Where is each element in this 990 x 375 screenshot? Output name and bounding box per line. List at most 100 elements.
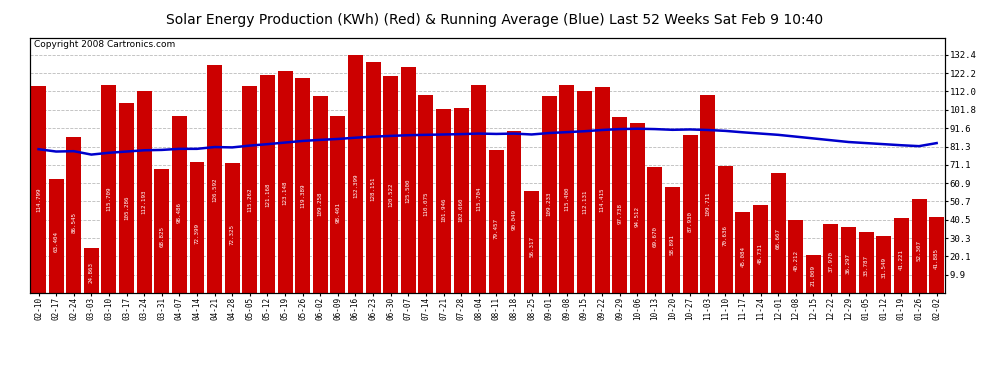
- Bar: [331, 116, 346, 292]
- Bar: [49, 178, 63, 292]
- Text: 66.667: 66.667: [775, 228, 781, 249]
- Text: Copyright 2008 Cartronics.com: Copyright 2008 Cartronics.com: [35, 40, 175, 49]
- Text: 52.307: 52.307: [917, 240, 922, 261]
- Text: 123.148: 123.148: [282, 181, 287, 205]
- Bar: [665, 187, 680, 292]
- Bar: [612, 117, 627, 292]
- Text: 41.885: 41.885: [935, 248, 940, 269]
- Text: 45.084: 45.084: [741, 246, 745, 267]
- Bar: [858, 232, 874, 292]
- Bar: [313, 96, 328, 292]
- Bar: [718, 166, 733, 292]
- Text: 132.399: 132.399: [353, 173, 358, 198]
- Text: 31.549: 31.549: [881, 256, 886, 278]
- Bar: [101, 85, 117, 292]
- Bar: [419, 95, 434, 292]
- Bar: [788, 220, 803, 292]
- Bar: [770, 173, 786, 292]
- Text: 72.325: 72.325: [230, 224, 235, 245]
- Text: 86.545: 86.545: [71, 212, 76, 233]
- Bar: [401, 67, 416, 292]
- Text: 109.258: 109.258: [318, 192, 323, 216]
- Bar: [137, 91, 151, 292]
- Text: 98.401: 98.401: [336, 202, 341, 223]
- Text: 94.512: 94.512: [635, 206, 640, 226]
- Bar: [507, 131, 522, 292]
- Text: 36.297: 36.297: [846, 253, 851, 274]
- Text: 98.486: 98.486: [177, 202, 182, 223]
- Bar: [295, 78, 310, 292]
- Text: 63.404: 63.404: [53, 231, 58, 252]
- Bar: [647, 167, 662, 292]
- Text: 112.131: 112.131: [582, 190, 587, 214]
- Bar: [383, 76, 398, 292]
- Bar: [365, 62, 380, 292]
- Text: 128.151: 128.151: [370, 177, 375, 201]
- Bar: [243, 86, 257, 292]
- Text: 115.704: 115.704: [476, 187, 481, 211]
- Text: 121.168: 121.168: [265, 182, 270, 207]
- Text: 58.891: 58.891: [670, 234, 675, 255]
- Bar: [806, 255, 821, 292]
- Text: 105.286: 105.286: [124, 195, 129, 220]
- Bar: [119, 104, 134, 292]
- Text: 102.660: 102.660: [458, 197, 463, 222]
- Text: 101.946: 101.946: [442, 198, 446, 222]
- Bar: [348, 55, 363, 292]
- Bar: [489, 150, 504, 292]
- Text: 115.709: 115.709: [107, 187, 112, 211]
- Text: 68.825: 68.825: [159, 226, 164, 248]
- Bar: [559, 85, 574, 292]
- Bar: [471, 85, 486, 292]
- Text: 21.009: 21.009: [811, 265, 816, 286]
- Bar: [912, 199, 927, 292]
- Text: Solar Energy Production (KWh) (Red) & Running Average (Blue) Last 52 Weeks Sat F: Solar Energy Production (KWh) (Red) & Ru…: [166, 13, 824, 27]
- Bar: [436, 110, 451, 292]
- Bar: [84, 248, 99, 292]
- Bar: [66, 137, 81, 292]
- Text: 33.787: 33.787: [863, 255, 868, 276]
- Text: 126.592: 126.592: [212, 178, 217, 203]
- Bar: [876, 236, 891, 292]
- Bar: [225, 163, 240, 292]
- Bar: [260, 75, 275, 292]
- Bar: [842, 227, 856, 292]
- Bar: [453, 108, 468, 292]
- Text: 69.670: 69.670: [652, 226, 657, 247]
- Text: 56.317: 56.317: [529, 237, 534, 258]
- Text: 115.262: 115.262: [248, 187, 252, 211]
- Bar: [154, 169, 169, 292]
- Bar: [753, 205, 768, 292]
- Text: 125.500: 125.500: [406, 179, 411, 203]
- Text: 79.457: 79.457: [494, 218, 499, 239]
- Bar: [630, 123, 644, 292]
- Text: 37.970: 37.970: [829, 251, 834, 272]
- Text: 87.930: 87.930: [688, 211, 693, 232]
- Text: 97.738: 97.738: [617, 203, 622, 224]
- Bar: [824, 224, 839, 292]
- Text: 114.415: 114.415: [600, 188, 605, 212]
- Text: 41.221: 41.221: [899, 249, 904, 270]
- Bar: [277, 71, 292, 292]
- Bar: [577, 91, 592, 292]
- Text: 114.799: 114.799: [36, 188, 41, 212]
- Text: 48.731: 48.731: [758, 243, 763, 264]
- Bar: [700, 96, 715, 292]
- Text: 70.636: 70.636: [723, 225, 728, 246]
- Bar: [31, 86, 46, 292]
- Bar: [172, 116, 187, 292]
- Bar: [542, 96, 556, 292]
- Bar: [595, 87, 610, 292]
- Bar: [683, 135, 698, 292]
- Text: 90.049: 90.049: [512, 209, 517, 230]
- Text: 24.863: 24.863: [89, 262, 94, 283]
- Bar: [736, 211, 750, 292]
- Text: 40.212: 40.212: [793, 249, 798, 270]
- Bar: [189, 162, 205, 292]
- Text: 72.399: 72.399: [194, 224, 200, 245]
- Text: 112.193: 112.193: [142, 190, 147, 214]
- Text: 109.233: 109.233: [546, 192, 551, 216]
- Bar: [207, 65, 222, 292]
- Text: 115.400: 115.400: [564, 187, 569, 211]
- Text: 120.522: 120.522: [388, 183, 393, 207]
